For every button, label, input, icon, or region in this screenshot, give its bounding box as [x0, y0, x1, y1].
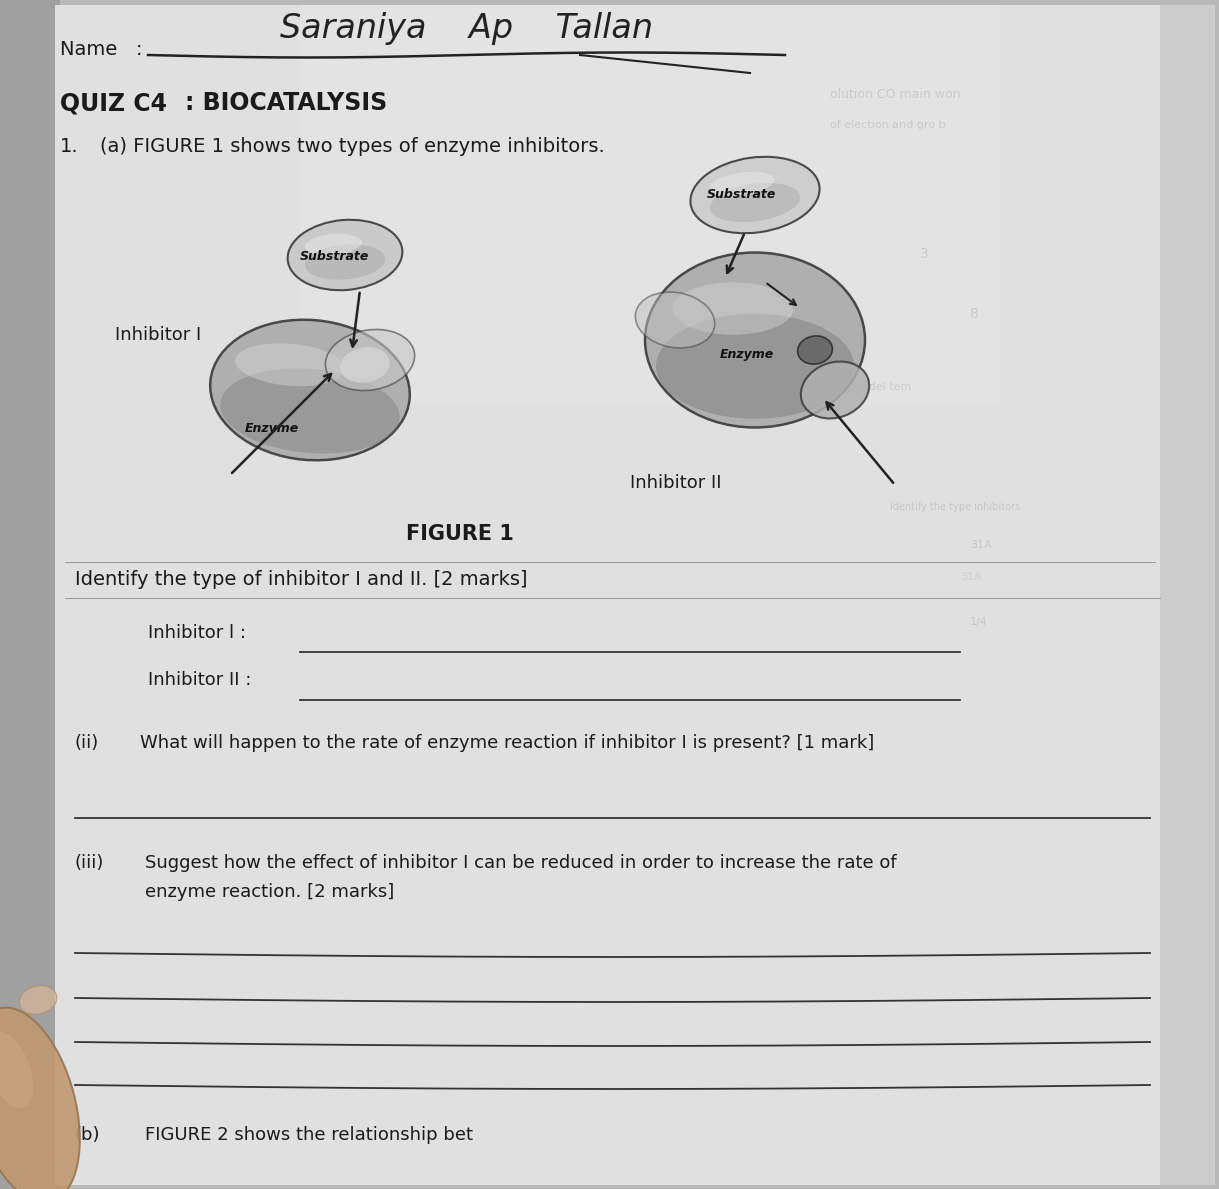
Text: of moodel tem: of moodel tem — [830, 382, 912, 392]
Text: of election and gro b: of election and gro b — [830, 120, 946, 130]
Text: (ii): (ii) — [76, 734, 99, 751]
Text: 3: 3 — [920, 247, 929, 262]
Text: FIGURE 2 shows the relationship bet: FIGURE 2 shows the relationship bet — [145, 1126, 473, 1144]
FancyBboxPatch shape — [0, 0, 60, 1189]
FancyBboxPatch shape — [300, 5, 1000, 405]
Ellipse shape — [0, 1032, 33, 1108]
Text: Suggest how the effect of inhibitor I can be reduced in order to increase the ra: Suggest how the effect of inhibitor I ca… — [145, 854, 897, 872]
Ellipse shape — [20, 986, 57, 1014]
Ellipse shape — [325, 329, 414, 390]
Text: Inhibitor l :: Inhibitor l : — [147, 624, 246, 642]
Text: Name   :: Name : — [60, 40, 143, 59]
Ellipse shape — [288, 220, 402, 290]
Text: 1/4: 1/4 — [970, 617, 987, 627]
Text: olution CO main won: olution CO main won — [830, 88, 961, 101]
Text: 8: 8 — [970, 307, 979, 321]
Text: FIGURE 1: FIGURE 1 — [406, 524, 514, 545]
Text: 31A: 31A — [961, 572, 981, 581]
Text: (a) FIGURE 1 shows two types of enzyme inhibitors.: (a) FIGURE 1 shows two types of enzyme i… — [100, 137, 605, 156]
Text: 1.: 1. — [60, 137, 78, 156]
Text: Saraniya    Ap    Tallan: Saraniya Ap Tallan — [280, 12, 653, 45]
Text: enzyme reaction. [2 marks]: enzyme reaction. [2 marks] — [145, 883, 394, 901]
Ellipse shape — [709, 183, 800, 222]
Text: Identify the type of inhibitor I and II. [2 marks]: Identify the type of inhibitor I and II.… — [76, 570, 528, 589]
Ellipse shape — [673, 282, 794, 335]
Text: Substrate: Substrate — [707, 188, 777, 201]
Text: QUIZ C4: QUIZ C4 — [60, 92, 167, 115]
Text: 31A: 31A — [970, 540, 991, 551]
Ellipse shape — [0, 1007, 79, 1189]
Ellipse shape — [235, 344, 345, 386]
Ellipse shape — [656, 314, 855, 419]
Text: Substrate: Substrate — [300, 250, 369, 263]
FancyBboxPatch shape — [1160, 5, 1215, 1185]
Text: (b): (b) — [76, 1126, 100, 1144]
Text: Inhibitor I: Inhibitor I — [115, 326, 201, 344]
Text: Enzyme: Enzyme — [720, 348, 774, 361]
Ellipse shape — [690, 157, 819, 233]
Ellipse shape — [645, 252, 865, 428]
Ellipse shape — [210, 320, 410, 460]
Ellipse shape — [340, 347, 390, 383]
Ellipse shape — [797, 335, 833, 364]
FancyBboxPatch shape — [55, 5, 1206, 1185]
Ellipse shape — [221, 369, 400, 453]
Text: Identify the type inhibitors: Identify the type inhibitors — [890, 502, 1020, 512]
Text: : BIOCATALYSIS: : BIOCATALYSIS — [185, 92, 388, 115]
Text: (iii): (iii) — [76, 854, 105, 872]
Ellipse shape — [305, 234, 362, 256]
Ellipse shape — [305, 244, 385, 279]
Ellipse shape — [709, 171, 774, 196]
Ellipse shape — [801, 361, 869, 419]
Text: What will happen to the rate of enzyme reaction if inhibitor I is present? [1 ma: What will happen to the rate of enzyme r… — [140, 734, 874, 751]
Text: Inhibitor II: Inhibitor II — [630, 474, 722, 492]
Ellipse shape — [635, 292, 714, 348]
Text: Inhibitor II :: Inhibitor II : — [147, 671, 251, 688]
Text: Enzyme: Enzyme — [245, 422, 299, 435]
